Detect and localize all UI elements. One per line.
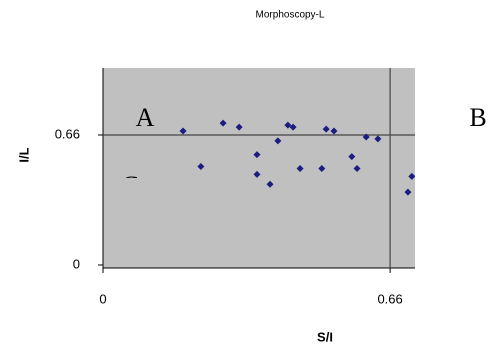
x-tick-label: 0.66	[377, 291, 402, 306]
point	[219, 119, 227, 127]
point	[274, 137, 282, 145]
point	[348, 153, 356, 161]
point	[179, 127, 187, 135]
point	[253, 170, 261, 178]
plot-area	[103, 68, 415, 268]
point	[253, 151, 261, 159]
y-tick-label: 0.66	[55, 126, 80, 141]
point	[197, 163, 205, 170]
annotation: C	[121, 171, 138, 200]
point	[408, 172, 415, 180]
x-tick-label: 0	[99, 291, 106, 306]
annotation: B	[469, 103, 486, 132]
y-tick-label: 0	[73, 256, 80, 271]
point	[353, 164, 361, 172]
point	[318, 164, 326, 172]
point	[322, 125, 330, 133]
point	[284, 121, 292, 129]
point	[289, 123, 297, 131]
x-axis-label: S/I	[317, 329, 333, 344]
point	[330, 127, 338, 135]
chart-title: Morphoscopy-L	[256, 10, 325, 21]
points	[179, 119, 415, 196]
annotation: A	[136, 103, 155, 132]
point	[362, 133, 370, 141]
point	[404, 188, 412, 196]
annotation: D	[469, 195, 488, 224]
y-axis-label: I/L	[16, 147, 31, 162]
point	[235, 123, 243, 131]
point	[296, 164, 304, 172]
point	[266, 180, 274, 188]
point	[374, 135, 382, 143]
